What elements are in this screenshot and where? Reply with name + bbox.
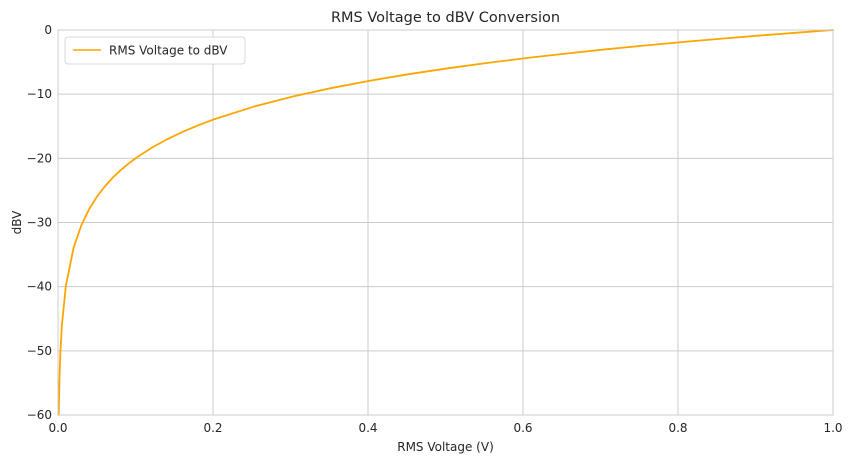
y-tick-label: 0 [44,23,52,37]
x-tick-label: 0.0 [48,421,67,435]
y-tick-label: −40 [27,280,52,294]
y-tick-label: −30 [27,216,52,230]
series-line [57,29,834,416]
y-tick-label: −10 [27,87,52,101]
x-tick-label: 0.2 [203,421,222,435]
x-tick-label: 1.0 [823,421,842,435]
x-tick-label: 0.8 [668,421,687,435]
x-tick-labels: 0.0 0.2 0.4 0.6 0.8 1.0 [48,421,842,435]
plot-frame [57,29,834,416]
legend: RMS Voltage to dBV [64,36,246,65]
legend-box [64,36,246,65]
x-axis-label: RMS Voltage (V) [397,440,494,454]
legend-label: RMS Voltage to dBV [109,44,228,58]
y-tick-label: −50 [27,344,52,358]
y-tick-labels: −60 −50 −40 −30 −20 −10 0 [27,23,52,422]
y-tick-label: −60 [27,408,52,422]
chart-title: RMS Voltage to dBV Conversion [331,10,560,26]
series-layer [57,29,834,416]
y-tick-label: −20 [27,151,52,165]
y-axis-label: dBV [10,210,24,234]
x-tick-label: 0.4 [358,421,377,435]
x-tick-label: 0.6 [513,421,532,435]
